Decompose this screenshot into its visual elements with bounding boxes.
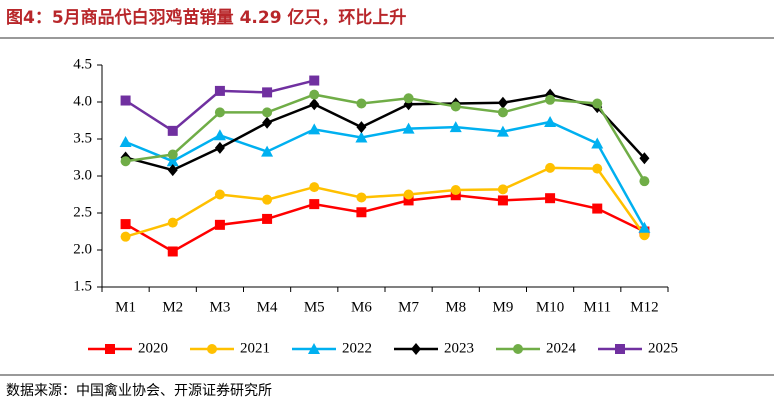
legend-label: 2023 xyxy=(444,340,474,356)
x-tick-label: M9 xyxy=(492,299,513,315)
marker xyxy=(309,75,320,86)
marker xyxy=(167,217,178,228)
y-tick-label: 3.5 xyxy=(73,130,92,146)
marker xyxy=(214,85,225,96)
legend-marker xyxy=(615,344,625,354)
marker xyxy=(120,219,131,230)
marker xyxy=(497,107,508,118)
series-line xyxy=(125,120,646,229)
legend-marker xyxy=(207,344,217,354)
legend-label: 2021 xyxy=(240,340,270,356)
marker xyxy=(356,207,367,218)
legend-marker xyxy=(411,343,421,355)
marker xyxy=(120,231,131,242)
y-tick-label: 2.5 xyxy=(73,204,92,220)
marker xyxy=(496,125,509,137)
marker xyxy=(355,131,368,143)
x-tick-label: M1 xyxy=(115,299,136,315)
marker xyxy=(119,135,132,147)
x-tick-label: M6 xyxy=(351,299,372,315)
marker xyxy=(356,121,367,134)
legend-marker xyxy=(513,344,523,354)
legend-label: 2022 xyxy=(342,340,372,356)
legend-marker xyxy=(105,344,115,354)
marker xyxy=(591,137,604,149)
marker xyxy=(213,129,226,141)
y-tick-label: 2.0 xyxy=(73,241,92,257)
marker xyxy=(497,96,508,109)
marker xyxy=(309,98,320,111)
marker xyxy=(120,95,131,106)
series-line xyxy=(124,193,645,253)
marker xyxy=(403,195,414,206)
series-line xyxy=(125,93,646,182)
y-tick-label: 4.5 xyxy=(73,56,92,72)
marker xyxy=(166,155,179,167)
marker xyxy=(545,193,556,204)
marker xyxy=(449,121,462,133)
marker xyxy=(262,213,273,224)
marker xyxy=(309,199,320,210)
marker xyxy=(167,149,178,160)
y-tick-label: 4.0 xyxy=(73,93,92,109)
x-tick-label: M10 xyxy=(536,299,564,315)
series-line xyxy=(125,93,646,172)
marker xyxy=(214,107,225,118)
marker xyxy=(356,192,367,203)
marker xyxy=(402,122,415,134)
legend-label: 2020 xyxy=(138,340,168,356)
marker xyxy=(309,89,320,100)
marker xyxy=(544,115,557,127)
marker xyxy=(262,87,273,98)
marker xyxy=(356,98,367,109)
legend-marker xyxy=(308,343,320,354)
x-tick-label: M7 xyxy=(398,299,419,315)
legend-label: 2025 xyxy=(648,340,678,356)
marker xyxy=(592,203,603,214)
marker xyxy=(545,94,556,105)
y-tick-label: 3.0 xyxy=(73,167,92,183)
marker xyxy=(450,190,461,201)
x-tick-label: M5 xyxy=(304,299,325,315)
marker xyxy=(638,221,651,233)
marker xyxy=(497,184,508,195)
x-tick-label: M11 xyxy=(583,299,611,315)
marker xyxy=(308,123,321,135)
marker xyxy=(262,107,273,118)
x-tick-label: M2 xyxy=(162,299,183,315)
marker xyxy=(450,185,461,196)
marker xyxy=(592,98,603,109)
marker xyxy=(403,189,414,200)
marker xyxy=(592,163,603,174)
marker xyxy=(214,141,225,154)
marker xyxy=(639,152,650,165)
x-tick-label: M3 xyxy=(209,299,230,315)
series-line xyxy=(125,166,646,238)
marker xyxy=(450,101,461,112)
chart-title: 图4：5月商品代白羽鸡苗销量 4.29 亿只，环比上升 xyxy=(6,7,406,28)
marker xyxy=(545,162,556,173)
marker xyxy=(120,156,131,167)
marker xyxy=(167,164,178,177)
marker xyxy=(403,93,414,104)
marker xyxy=(497,195,508,206)
marker xyxy=(309,182,320,193)
x-tick-label: M12 xyxy=(630,299,658,315)
marker xyxy=(639,176,650,187)
marker xyxy=(167,246,178,257)
marker xyxy=(262,116,273,129)
x-tick-label: M4 xyxy=(257,299,278,315)
marker xyxy=(214,219,225,230)
source: 数据来源：中国禽业协会、开源证券研究所 xyxy=(6,382,272,399)
marker xyxy=(214,189,225,200)
marker xyxy=(167,125,178,136)
legend-label: 2024 xyxy=(546,340,577,356)
marker xyxy=(262,194,273,205)
y-tick-label: 1.5 xyxy=(73,278,92,294)
marker xyxy=(261,145,274,157)
x-tick-label: M8 xyxy=(445,299,466,315)
